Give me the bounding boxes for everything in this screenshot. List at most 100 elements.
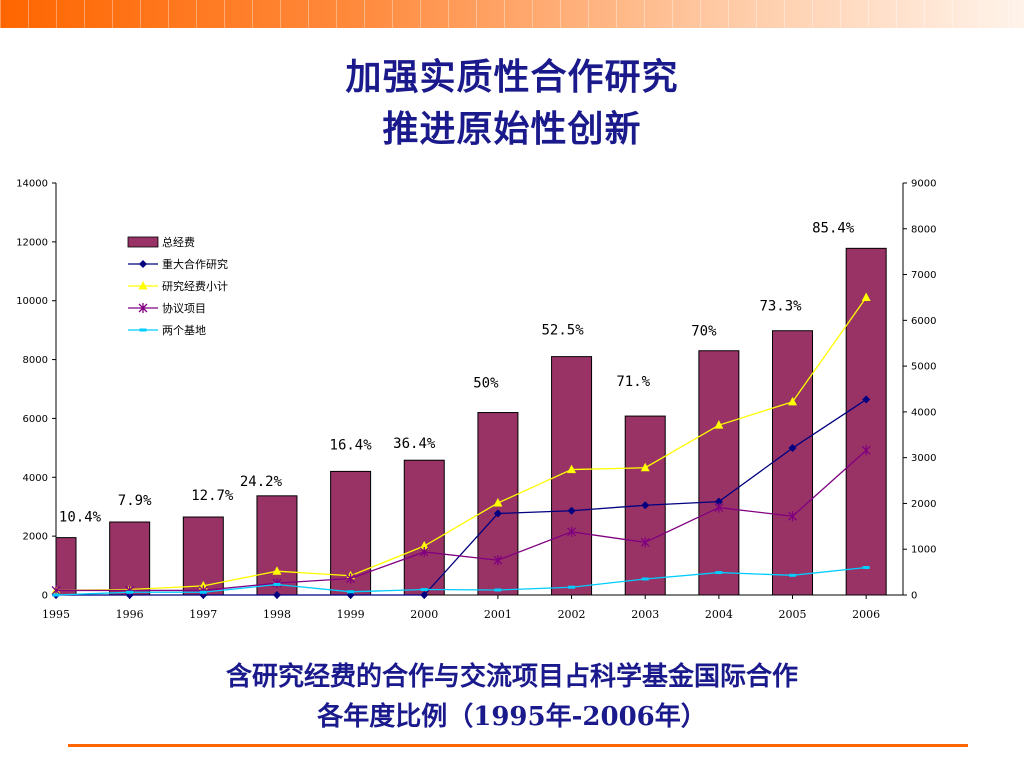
series-point xyxy=(788,396,798,406)
percentage-label: 7.9% xyxy=(118,493,152,509)
legend-label: 研究经费小计 xyxy=(162,279,228,293)
series-point xyxy=(788,511,797,522)
series-point xyxy=(567,506,576,515)
y-left-tick-label: 0 xyxy=(42,591,48,602)
series-point xyxy=(862,395,871,404)
series-point xyxy=(567,526,577,537)
legend-label: 总经费 xyxy=(162,235,195,249)
series-point xyxy=(419,541,429,550)
series-point xyxy=(126,590,134,594)
series-point xyxy=(272,566,282,575)
series-point xyxy=(714,502,724,513)
series-point xyxy=(493,497,503,507)
legend-label: 协议项目 xyxy=(162,301,206,315)
x-tick-label: 2005 xyxy=(779,608,807,621)
series-point xyxy=(714,497,723,506)
legend-swatch-marker xyxy=(138,303,148,313)
top-accent-band xyxy=(0,0,1024,28)
y-left-tick-label: 12000 xyxy=(16,237,48,248)
series-point xyxy=(568,585,576,589)
series-point xyxy=(272,591,281,599)
chart-caption-line1: 含研究经费的合作与交流项目占科学基金国际合作 xyxy=(225,662,798,692)
bottom-divider xyxy=(68,744,968,747)
y-right-tick-label: 8000 xyxy=(911,224,936,235)
percentage-label: 73.3% xyxy=(759,299,802,315)
x-tick-label: 2000 xyxy=(410,608,438,621)
bar-total-funding xyxy=(55,537,77,596)
series-point xyxy=(788,444,797,453)
series-point xyxy=(273,582,281,586)
y-left-tick-label: 8000 xyxy=(23,355,48,366)
percentage-label: 70% xyxy=(691,324,717,340)
slide-title-line1: 加强实质性合作研究 xyxy=(345,56,679,98)
percentage-label: 24.2% xyxy=(240,474,283,490)
series-point xyxy=(198,580,208,590)
series-point xyxy=(641,577,649,581)
x-tick-label: 2002 xyxy=(558,608,586,621)
x-tick-label: 1997 xyxy=(189,608,217,621)
y-left-tick-label: 2000 xyxy=(23,532,48,543)
series-point xyxy=(640,462,650,472)
y-right-tick-label: 2000 xyxy=(911,499,936,510)
series-point xyxy=(862,566,870,570)
y-right-tick-label: 0 xyxy=(911,591,917,602)
y-left-tick-label: 6000 xyxy=(23,414,48,425)
bar-total-funding xyxy=(403,459,445,596)
legend-label: 重大合作研究 xyxy=(162,257,228,271)
y-right-tick-label: 6000 xyxy=(911,316,936,327)
legend-swatch-bar xyxy=(127,236,159,248)
series-point xyxy=(861,445,871,456)
x-tick-label: 2003 xyxy=(631,608,659,621)
top-band-pattern xyxy=(0,0,1024,28)
bar-total-funding xyxy=(772,330,814,596)
y-right-tick-label: 1000 xyxy=(911,545,936,556)
series-point xyxy=(494,588,502,592)
x-tick-label: 1998 xyxy=(263,608,291,621)
series-point xyxy=(789,573,797,577)
x-tick-label: 1995 xyxy=(42,608,70,621)
series-point xyxy=(52,593,60,597)
series-point xyxy=(641,501,650,510)
y-left-tick-label: 10000 xyxy=(16,296,48,307)
series-point xyxy=(567,464,577,474)
percentage-label: 50% xyxy=(473,376,499,392)
percentage-label: 71.% xyxy=(616,374,650,390)
series-point xyxy=(861,292,871,301)
series-point xyxy=(199,590,207,594)
series-point xyxy=(493,555,503,566)
legend-label: 两个基地 xyxy=(162,324,206,337)
y-right-tick-label: 4000 xyxy=(911,407,936,418)
series-point xyxy=(347,590,355,594)
percentage-label: 52.5% xyxy=(541,323,584,339)
series-line xyxy=(56,398,867,596)
series-line xyxy=(55,297,867,592)
bar-total-funding xyxy=(109,521,151,596)
legend-swatch-marker xyxy=(138,281,148,290)
chart-caption-line2: 各年度比例（1995年-2006年） xyxy=(317,702,707,732)
y-left-tick-label: 14000 xyxy=(16,179,48,190)
y-right-tick-label: 3000 xyxy=(911,453,936,464)
series-point xyxy=(346,573,356,584)
legend-swatch-marker xyxy=(139,328,147,332)
slide-title-line2: 推进原始性创新 xyxy=(382,108,642,150)
percentage-label: 85.4% xyxy=(812,220,855,236)
y-right-tick-label: 9000 xyxy=(911,179,936,190)
bar-total-funding xyxy=(698,350,740,596)
y-right-tick-label: 5000 xyxy=(911,362,936,373)
series-point xyxy=(493,509,502,518)
x-tick-label: 1999 xyxy=(337,608,365,621)
y-left-tick-label: 4000 xyxy=(23,473,48,484)
combo-chart-container: 0 2000 4000 6000 8000 10000 12000 14000 0 1000 200… xyxy=(0,168,1024,628)
series-point xyxy=(419,546,429,557)
percentage-label: 12.7% xyxy=(191,488,234,504)
percentage-label: 36.4% xyxy=(393,436,436,452)
percentage-label: 10.4% xyxy=(59,510,102,526)
series-point xyxy=(714,420,724,429)
x-tick-label: 1996 xyxy=(116,608,144,621)
y-right-tick-label: 7000 xyxy=(911,270,936,281)
x-tick-label: 2001 xyxy=(484,608,512,621)
series-point xyxy=(715,571,723,575)
combo-chart: 0 2000 4000 6000 8000 10000 12000 14000 0 1000 200… xyxy=(16,179,936,622)
series-point xyxy=(420,588,428,592)
series-line xyxy=(56,449,867,592)
